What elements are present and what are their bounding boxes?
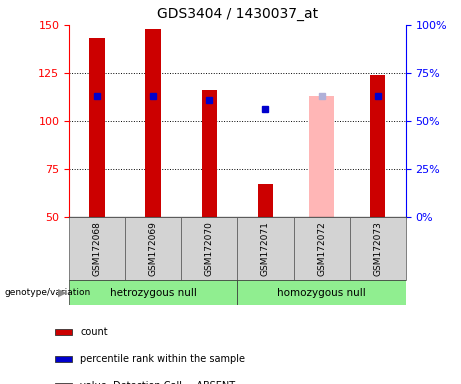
Text: homozygous null: homozygous null	[277, 288, 366, 298]
Text: GSM172070: GSM172070	[205, 221, 214, 276]
Text: GSM172071: GSM172071	[261, 221, 270, 276]
Text: value, Detection Call = ABSENT: value, Detection Call = ABSENT	[80, 381, 235, 384]
Bar	[54, 356, 71, 362]
Text: GSM172072: GSM172072	[317, 221, 326, 276]
Bar	[237, 280, 406, 305]
Bar	[201, 90, 217, 217]
Bar	[349, 217, 406, 280]
Bar	[89, 38, 105, 217]
Bar	[258, 184, 273, 217]
Bar	[294, 217, 349, 280]
Bar	[54, 383, 71, 384]
Bar	[237, 217, 294, 280]
Bar	[125, 217, 181, 280]
Text: count: count	[80, 327, 108, 337]
Text: genotype/variation: genotype/variation	[5, 288, 91, 297]
Bar	[370, 75, 385, 217]
Bar	[181, 217, 237, 280]
Text: hetrozygous null: hetrozygous null	[110, 288, 197, 298]
Text: ▶: ▶	[59, 288, 67, 298]
Text: percentile rank within the sample: percentile rank within the sample	[80, 354, 245, 364]
Bar	[69, 217, 125, 280]
Title: GDS3404 / 1430037_at: GDS3404 / 1430037_at	[157, 7, 318, 21]
Text: GSM172068: GSM172068	[93, 221, 102, 276]
Bar	[69, 280, 237, 305]
Bar	[54, 329, 71, 335]
Text: GSM172073: GSM172073	[373, 221, 382, 276]
Text: GSM172069: GSM172069	[149, 221, 158, 276]
Bar	[309, 96, 334, 217]
Bar	[145, 29, 161, 217]
